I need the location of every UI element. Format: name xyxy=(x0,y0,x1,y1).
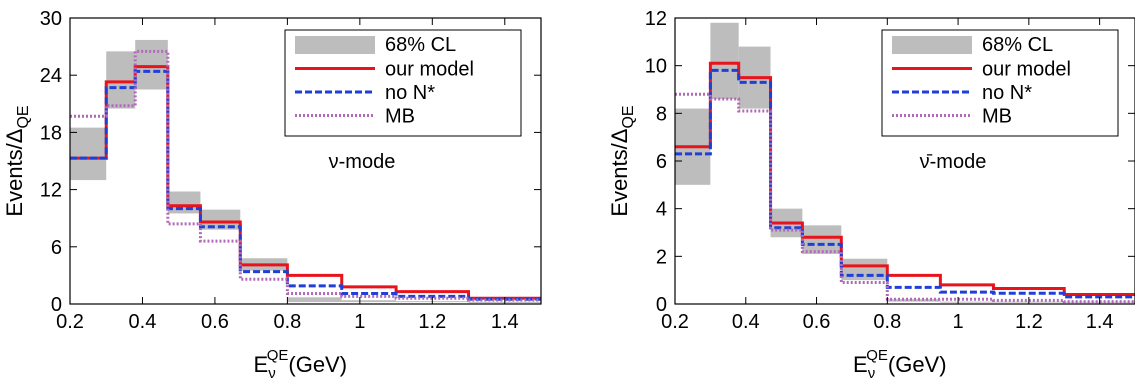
x-tick-label: 0.2 xyxy=(56,311,84,333)
y-tick-label: 8 xyxy=(656,103,667,125)
x-tick-label: 0.8 xyxy=(273,311,301,333)
legend-label: no N* xyxy=(385,82,435,104)
band-bin xyxy=(341,300,397,303)
legend-label: MB xyxy=(982,106,1012,128)
y-tick-label: 0 xyxy=(51,294,62,316)
legend-swatch-band xyxy=(892,36,972,54)
y-axis-label: Events/ΔQE xyxy=(2,105,32,216)
x-tick-label: 0.2 xyxy=(661,311,689,333)
band-bin xyxy=(802,225,842,254)
x-axis-label-main: E xyxy=(853,352,868,377)
x-tick-label: 1.2 xyxy=(1015,311,1043,333)
x-axis-label-sub: ν xyxy=(868,365,876,382)
legend-label: 68% CL xyxy=(385,34,456,56)
y-axis-label: Events/ΔQE xyxy=(607,105,637,216)
y-tick-label: 30 xyxy=(40,8,62,30)
band-bin xyxy=(200,209,241,230)
legend-label: 68% CL xyxy=(982,34,1053,56)
series-line-no-n- xyxy=(675,68,1135,299)
y-tick-label: 18 xyxy=(40,122,62,144)
legend-swatch-band xyxy=(295,36,375,54)
band-bin xyxy=(710,22,739,100)
y-tick-label: 12 xyxy=(645,8,667,30)
band-bin xyxy=(841,258,888,281)
x-axis-label-tail: (GeV) xyxy=(288,352,347,377)
legend-label: our model xyxy=(982,59,1071,81)
x-axis-label-tail: (GeV) xyxy=(888,352,947,377)
x-tick-label: 1.2 xyxy=(418,311,446,333)
y-tick-label: 24 xyxy=(40,65,62,87)
y-tick-label: 4 xyxy=(656,199,667,221)
series-line-mb xyxy=(675,92,1135,304)
y-axis-label-main: Events/Δ xyxy=(2,128,27,216)
mode-annotation: ν-mode xyxy=(329,151,396,173)
x-tick-label: 1.4 xyxy=(491,311,519,333)
band-bin xyxy=(940,301,994,303)
y-tick-label: 2 xyxy=(656,246,667,268)
x-tick-label: 0.6 xyxy=(803,311,831,333)
x-axis-label-sup: QE xyxy=(267,347,289,364)
band-bin xyxy=(887,299,941,302)
y-tick-label: 10 xyxy=(645,56,667,78)
mode-annotation: ν̄-mode xyxy=(920,151,987,173)
x-tick-label: 1.4 xyxy=(1086,311,1114,333)
band-bin xyxy=(135,39,168,90)
band-bin xyxy=(287,297,342,303)
y-tick-label: 6 xyxy=(656,151,667,173)
y-tick-label: 0 xyxy=(656,294,667,316)
legend-label: our model xyxy=(385,59,474,81)
y-tick-label: 6 xyxy=(51,237,62,259)
series-line-mb xyxy=(70,49,541,302)
x-axis-label-main: E xyxy=(254,352,269,377)
x-axis-label-sub: ν xyxy=(268,365,276,382)
x-axis-label: EνQE(GeV) xyxy=(254,347,348,382)
y-axis-label-sub: QE xyxy=(620,105,637,128)
x-tick-label: 1 xyxy=(953,311,964,333)
x-tick-label: 0.6 xyxy=(201,311,229,333)
y-tick-label: 12 xyxy=(40,180,62,202)
band-bin xyxy=(106,51,136,109)
y-axis-label-main: Events/Δ xyxy=(607,128,632,216)
x-tick-label: 1 xyxy=(354,311,365,333)
x-tick-label: 0.4 xyxy=(732,311,760,333)
band-bin xyxy=(70,127,107,181)
legend-label: no N* xyxy=(982,82,1032,104)
x-tick-label: 0.4 xyxy=(129,311,157,333)
x-axis-label: EνQE(GeV) xyxy=(853,347,947,382)
legend-label: MB xyxy=(385,106,415,128)
y-axis-label-sub: QE xyxy=(15,105,32,128)
x-tick-label: 0.8 xyxy=(873,311,901,333)
plot-frame xyxy=(69,17,542,305)
x-axis-label-sup: QE xyxy=(866,347,888,364)
